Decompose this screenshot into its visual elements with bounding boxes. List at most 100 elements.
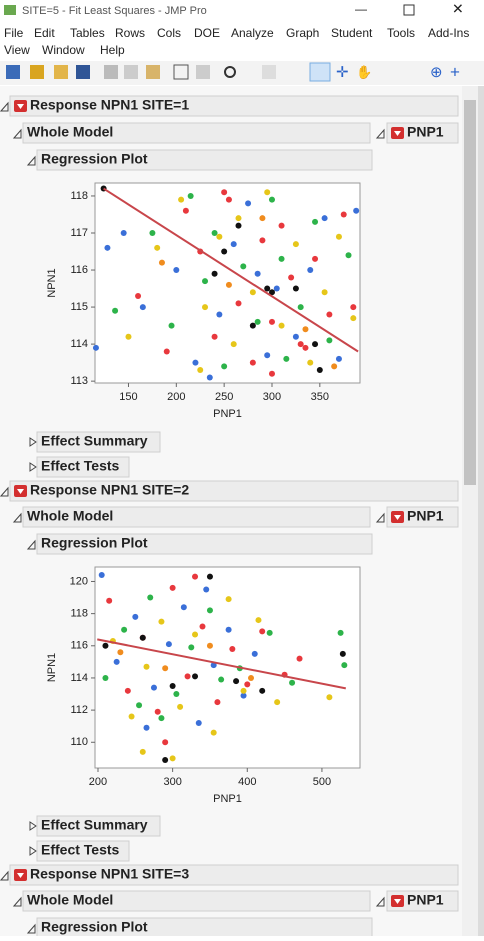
- disclosure-closed[interactable]: [29, 462, 37, 472]
- fit-line: [103, 187, 359, 353]
- point: [182, 207, 189, 214]
- report-title[interactable]: Response NPN1 SITE=1: [30, 97, 189, 113]
- point: [221, 189, 228, 196]
- regression-plot-box[interactable]: [36, 149, 373, 171]
- disclosure-open[interactable]: [0, 870, 9, 881]
- regression-plot[interactable]: Regression Plot: [41, 919, 148, 935]
- effect-tests[interactable]: Effect Tests: [41, 458, 120, 474]
- effect-button-box[interactable]: [386, 122, 459, 144]
- menu-item[interactable]: Tools: [387, 26, 415, 40]
- tool-icon[interactable]: [76, 65, 90, 79]
- disclosure-open[interactable]: [0, 486, 9, 497]
- tool-icon[interactable]: [262, 65, 276, 79]
- effect-summary[interactable]: Effect Summary: [41, 817, 148, 833]
- tool-icon[interactable]: ✋: [356, 64, 372, 79]
- point: [158, 259, 165, 266]
- tool-icon[interactable]: +: [450, 62, 460, 81]
- report-title-box[interactable]: [9, 864, 459, 886]
- menu-item[interactable]: View: [4, 43, 30, 57]
- menu-item[interactable]: Rows: [115, 26, 145, 40]
- disclosure-open[interactable]: [375, 896, 385, 907]
- report-title[interactable]: Response NPN1 SITE=3: [30, 866, 189, 882]
- tool-icon[interactable]: [6, 65, 20, 79]
- disclosure-open[interactable]: [375, 128, 385, 139]
- effect-button[interactable]: PNP1: [407, 892, 444, 908]
- disclosure-closed[interactable]: [29, 821, 37, 831]
- point: [249, 322, 256, 329]
- whole-model[interactable]: Whole Model: [27, 124, 113, 140]
- disclosure-open[interactable]: [0, 101, 9, 112]
- red-menu-arrow: [17, 104, 24, 109]
- disclosure-open[interactable]: [26, 155, 36, 166]
- disclosure-open[interactable]: [26, 539, 36, 550]
- effect-summary-box[interactable]: [36, 815, 161, 837]
- effect-button[interactable]: PNP1: [407, 124, 444, 140]
- point: [169, 682, 176, 689]
- menu-item[interactable]: Analyze: [231, 26, 274, 40]
- point: [240, 692, 247, 699]
- menu-item[interactable]: Help: [100, 43, 125, 57]
- tool-icon[interactable]: [54, 65, 68, 79]
- regression-plot[interactable]: Regression Plot: [41, 151, 148, 167]
- tool-icon[interactable]: [104, 65, 118, 79]
- menu-item[interactable]: Graph: [286, 26, 319, 40]
- regression-plot[interactable]: Regression Plot: [41, 535, 148, 551]
- minimize[interactable]: —: [355, 2, 367, 16]
- x-tick-label: 250: [215, 391, 233, 403]
- maximize[interactable]: [403, 4, 415, 16]
- effect-summary-box[interactable]: [36, 431, 161, 453]
- point: [149, 230, 156, 236]
- scroll-thumb[interactable]: [464, 100, 476, 485]
- menu-item[interactable]: File: [4, 26, 24, 40]
- menu-item[interactable]: Tables: [70, 26, 105, 40]
- point: [162, 756, 169, 763]
- tool-icon[interactable]: [146, 65, 160, 79]
- whole-model-box[interactable]: [22, 890, 371, 912]
- effect-tests-box[interactable]: [36, 456, 130, 478]
- menu-item[interactable]: Add-Ins: [428, 26, 469, 40]
- whole-model-box[interactable]: [22, 506, 371, 528]
- whole-model[interactable]: Whole Model: [27, 508, 113, 524]
- report-title[interactable]: Response NPN1 SITE=2: [30, 482, 189, 498]
- point: [225, 196, 232, 203]
- menu-item[interactable]: Edit: [34, 26, 55, 40]
- menu-item[interactable]: Cols: [157, 26, 181, 40]
- tool-icon[interactable]: [309, 62, 331, 82]
- tool-icon[interactable]: [173, 64, 189, 80]
- effect-button-box[interactable]: [386, 506, 459, 528]
- point: [188, 644, 195, 651]
- whole-model-box[interactable]: [22, 122, 371, 144]
- whole-model[interactable]: Whole Model: [27, 892, 113, 908]
- effect-tests[interactable]: Effect Tests: [41, 842, 120, 858]
- point: [136, 702, 143, 709]
- tool-icon[interactable]: ⊕: [430, 64, 443, 81]
- regression-plot-box[interactable]: [36, 533, 373, 555]
- point: [230, 241, 237, 248]
- disclosure-open[interactable]: [12, 896, 22, 907]
- effect-button[interactable]: PNP1: [407, 508, 444, 524]
- point: [195, 719, 202, 726]
- disclosure-open[interactable]: [26, 923, 36, 934]
- tool-icon[interactable]: ✛: [336, 64, 349, 81]
- disclosure-closed[interactable]: [29, 437, 37, 447]
- tool-icon[interactable]: [30, 65, 44, 79]
- effect-button-box[interactable]: [386, 890, 459, 912]
- point: [259, 628, 266, 635]
- tool-icon[interactable]: [124, 65, 138, 79]
- disclosure-open[interactable]: [12, 512, 22, 523]
- close[interactable]: ✕: [452, 1, 464, 17]
- menu-item[interactable]: Student: [331, 26, 373, 40]
- report-title-box[interactable]: [9, 95, 459, 117]
- disclosure-closed[interactable]: [29, 846, 37, 856]
- x-axis-label: PNP1: [213, 793, 242, 805]
- disclosure-open[interactable]: [375, 512, 385, 523]
- report-title-box[interactable]: [9, 480, 459, 502]
- tool-icon[interactable]: [196, 65, 210, 79]
- menu-item[interactable]: DOE: [194, 26, 220, 40]
- tool-icon[interactable]: [224, 66, 236, 78]
- disclosure-open[interactable]: [12, 128, 22, 139]
- effect-tests-box[interactable]: [36, 840, 130, 862]
- menu-item[interactable]: Window: [42, 43, 85, 57]
- point: [233, 678, 240, 685]
- effect-summary[interactable]: Effect Summary: [41, 433, 148, 449]
